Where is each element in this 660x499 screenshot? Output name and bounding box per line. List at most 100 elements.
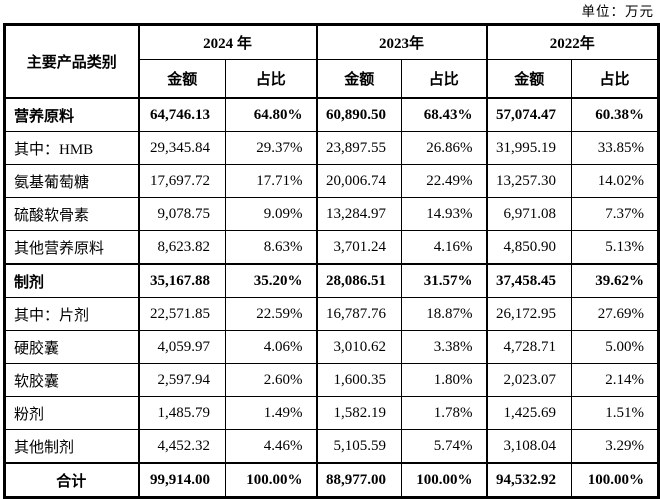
ratio-cell: 2.14% [571,363,660,397]
amount-cell: 2,023.07 [485,363,573,397]
amount-cell: 29,345.84 [138,131,226,165]
ratio-cell: 4.06% [224,330,318,364]
ratio-cell: 35.20% [224,263,318,298]
amount-cell: 1,485.79 [138,396,226,430]
table-row: 氨基葡萄糖 17,697.72 17.71% 20,006.74 22.49% 13,25… [4,164,660,198]
amount-cell: 31,995.19 [485,131,573,165]
amount-cell: 94,532.92 [485,462,573,498]
ratio-cell: 39.62% [571,263,660,298]
ratio-cell: 31.57% [401,263,488,298]
table-row: 制剂 35,167.88 35.20% 28,086.51 31.57% 37,458.4… [4,263,660,298]
amount-cell: 3,701.24 [315,230,403,265]
amount-cell: 4,850.90 [485,230,573,265]
amount-cell: 1,425.69 [485,396,573,430]
row-label: 软胶囊 [4,363,140,397]
ratio-cell: 7.37% [571,197,660,231]
column-header-amount-2022: 金额 [485,59,573,99]
ratio-cell: 60.38% [571,97,660,132]
ratio-cell: 3.38% [401,330,488,364]
column-header-year-2023: 2023年 [315,24,488,60]
table-row: 粉剂 1,485.79 1.49% 1,582.19 1.78% 1,425.69 1.51… [4,396,660,430]
amount-cell: 57,074.47 [485,97,573,132]
ratio-cell: 5.74% [401,429,488,464]
row-label: 其他制剂 [4,429,140,464]
ratio-cell: 29.37% [224,131,318,165]
table-row: 其他营养原料 8,623.82 8.63% 3,701.24 4.16% 4,850.90… [4,230,660,265]
amount-cell: 99,914.00 [138,462,226,498]
amount-cell: 3,108.04 [485,429,573,464]
amount-cell: 4,452.32 [138,429,226,464]
amount-cell: 1,582.19 [315,396,403,430]
amount-cell: 8,623.82 [138,230,226,265]
ratio-cell: 1.80% [401,363,488,397]
unit-label: 单位：万元 [581,4,654,19]
ratio-cell: 3.29% [571,429,660,464]
row-label: 合计 [4,462,140,498]
amount-cell: 16,787.76 [315,297,403,331]
row-label: 其他营养原料 [4,230,140,265]
amount-cell: 35,167.88 [138,263,226,298]
amount-cell: 4,728.71 [485,330,573,364]
ratio-cell: 68.43% [401,97,488,132]
amount-cell: 26,172.95 [485,297,573,331]
ratio-cell: 100.00% [224,462,318,498]
column-header-ratio-2023: 占比 [401,59,488,99]
table-row: 其他制剂 4,452.32 4.46% 5,105.59 5.74% 3,108.04 3.… [4,429,660,464]
ratio-cell: 17.71% [224,164,318,198]
amount-cell: 17,697.72 [138,164,226,198]
ratio-cell: 27.69% [571,297,660,331]
amount-cell: 4,059.97 [138,330,226,364]
amount-cell: 22,571.85 [138,297,226,331]
ratio-cell: 100.00% [571,462,660,498]
amount-cell: 20,006.74 [315,164,403,198]
column-header-ratio-2022: 占比 [571,59,660,99]
row-label: 硬胶囊 [4,330,140,364]
amount-cell: 23,897.55 [315,131,403,165]
amount-cell: 13,257.30 [485,164,573,198]
ratio-cell: 1.49% [224,396,318,430]
amount-cell: 13,284.97 [315,197,403,231]
table-row: 硫酸软骨素 9,078.75 9.09% 13,284.97 14.93% 6,971.0… [4,197,660,231]
table-row: 其中：片剂 22,571.85 22.59% 16,787.76 18.87% 26,17… [4,297,660,331]
ratio-cell: 18.87% [401,297,488,331]
row-label: 其中：HMB [4,131,140,165]
ratio-cell: 4.46% [224,429,318,464]
table-row: 硬胶囊 4,059.97 4.06% 3,010.62 3.38% 4,728.71 5.0… [4,330,660,364]
column-header-ratio-2024: 占比 [224,59,318,99]
amount-cell: 64,746.13 [138,97,226,132]
page: 单位：万元 主要产品类别 2024 年 2023年 2022年 金额 占比 金额… [3,4,660,499]
amount-cell: 88,977.00 [315,462,403,498]
amount-cell: 3,010.62 [315,330,403,364]
row-label: 其中：片剂 [4,297,140,331]
row-label: 粉剂 [4,396,140,430]
amount-cell: 37,458.45 [485,263,573,298]
ratio-cell: 64.80% [224,97,318,132]
row-label: 硫酸软骨素 [4,197,140,231]
table-row: 营养原料 64,746.13 64.80% 60,890.50 68.43% 57,074… [4,97,660,132]
ratio-cell: 4.16% [401,230,488,265]
amount-cell: 28,086.51 [315,263,403,298]
table-row: 软胶囊 2,597.94 2.60% 1,600.35 1.80% 2,023.07 2.1… [4,363,660,397]
ratio-cell: 33.85% [571,131,660,165]
amount-cell: 6,971.08 [485,197,573,231]
ratio-cell: 22.49% [401,164,488,198]
column-header-category: 主要产品类别 [4,24,140,99]
amount-cell: 5,105.59 [315,429,403,464]
row-label: 营养原料 [4,97,140,132]
total-row: 合计 99,914.00 100.00% 88,977.00 100.00% 94,532… [4,462,660,498]
amount-cell: 1,600.35 [315,363,403,397]
ratio-cell: 8.63% [224,230,318,265]
ratio-cell: 1.78% [401,396,488,430]
ratio-cell: 2.60% [224,363,318,397]
ratio-cell: 22.59% [224,297,318,331]
ratio-cell: 14.93% [401,197,488,231]
row-label: 制剂 [4,263,140,298]
ratio-cell: 14.02% [571,164,660,198]
table-header-metrics: 金额 占比 金额 占比 金额 占比 [5,59,660,99]
ratio-cell: 5.00% [571,330,660,364]
column-header-year-2022: 2022年 [485,24,660,60]
table-row: 其中：HMB 29,345.84 29.37% 23,897.55 26.86% 31,9… [4,131,660,165]
ratio-cell: 1.51% [571,396,660,430]
amount-cell: 9,078.75 [138,197,226,231]
amount-cell: 2,597.94 [138,363,226,397]
